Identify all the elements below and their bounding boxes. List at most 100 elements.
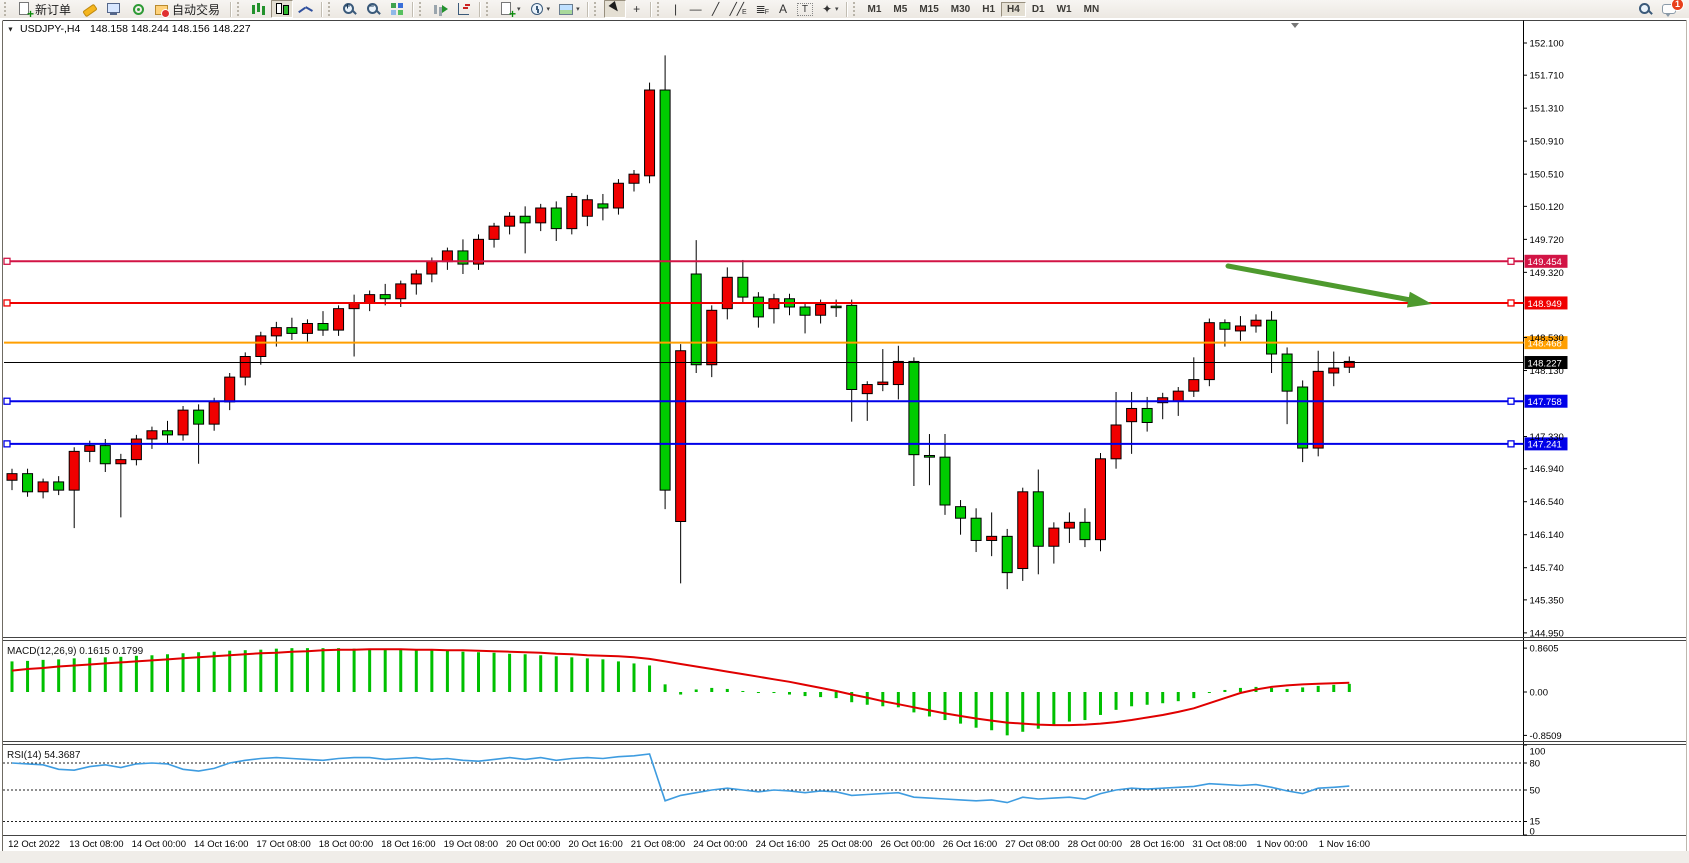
macd-indicator-panel[interactable] xyxy=(10,648,1351,736)
svg-text:14 Oct 00:00: 14 Oct 00:00 xyxy=(132,839,186,850)
chevron-down-icon[interactable]: ▾ xyxy=(546,6,551,13)
chart-shift-marker-icon[interactable] xyxy=(1291,23,1299,28)
horizontal-level-lines[interactable]: 149.454 148.949 148.468 148.227 147.758 147.2… xyxy=(3,254,1568,451)
timeframe-w1-button[interactable]: W1 xyxy=(1056,3,1072,15)
chart-window[interactable]: 149.454 148.949 148.468 148.227 147.758 147.2… xyxy=(0,18,1689,858)
equidistant-channel-button[interactable]: ╱╱ E xyxy=(727,0,750,18)
trendline-button[interactable]: ╱ xyxy=(707,0,725,18)
svg-text:148.468: 148.468 xyxy=(1528,338,1562,349)
timeframe-mn-button[interactable]: MN xyxy=(1083,3,1100,15)
orange-level-line[interactable]: 148.468 xyxy=(4,336,1568,349)
chevron-down-icon[interactable]: ▾ xyxy=(517,6,521,13)
svg-text:26 Oct 16:00: 26 Oct 16:00 xyxy=(943,839,997,850)
equidistant-channel-icon: ╱╱ xyxy=(729,2,745,16)
chart-title-symbol: USDJPY-,H4 xyxy=(20,23,80,35)
new-order-button[interactable]: 新订单 xyxy=(14,0,77,20)
toolbar-grip xyxy=(237,2,244,16)
auto-trading-label: 自动交易 xyxy=(172,2,221,17)
auto-scroll-button[interactable] xyxy=(429,0,451,18)
vertical-line-icon: | xyxy=(674,2,678,16)
chevron-down-icon[interactable]: ▾ xyxy=(576,6,580,13)
notifications-button[interactable]: 1 xyxy=(1658,0,1684,18)
svg-text:0.00: 0.00 xyxy=(1530,688,1549,699)
crosshair-icon: + xyxy=(633,2,641,16)
ohlc-toggle-icon[interactable]: ▼ xyxy=(7,27,14,34)
support-line-2[interactable]: 147.241 xyxy=(3,437,1568,451)
signals-button[interactable] xyxy=(127,0,149,18)
tile-windows-button[interactable] xyxy=(386,0,408,18)
monitor-icon xyxy=(106,1,122,17)
svg-text:19 Oct 08:00: 19 Oct 08:00 xyxy=(444,839,498,850)
fibonacci-icon: ≣ xyxy=(755,2,766,16)
line-chart-button[interactable] xyxy=(295,0,317,18)
macd-label: MACD(12,26,9) 0.1615 0.1799 xyxy=(7,646,144,657)
chart-shift-button[interactable] xyxy=(453,0,475,18)
toolbar-separator xyxy=(321,1,324,17)
toolbar-grip xyxy=(4,2,11,16)
zoom-in-button[interactable]: + xyxy=(338,0,360,18)
vertical-line-button[interactable]: | xyxy=(667,0,685,18)
rsi-indicator-panel[interactable] xyxy=(3,753,1524,822)
resistance-line-1[interactable]: 149.454 xyxy=(3,254,1568,268)
lens-icon: + xyxy=(341,1,357,17)
candlestick-chart-button[interactable] xyxy=(271,0,294,18)
chevron-down-icon[interactable]: ▾ xyxy=(834,6,839,13)
trend-arrow-annotation[interactable] xyxy=(1225,263,1432,308)
zoom-out-button[interactable]: − xyxy=(362,0,384,18)
arrows-button[interactable]: ✦ ▾ xyxy=(818,0,842,18)
svg-text:0.8605: 0.8605 xyxy=(1530,644,1559,655)
text-icon: A xyxy=(778,2,787,16)
timeframe-h1-button[interactable]: H1 xyxy=(982,3,996,15)
svg-text:50: 50 xyxy=(1530,786,1541,797)
chart-canvas[interactable]: 149.454 148.949 148.468 148.227 147.758 147.2… xyxy=(0,18,1689,858)
timeframe-m5-button[interactable]: M5 xyxy=(893,3,908,15)
search-button[interactable] xyxy=(1634,0,1656,18)
doc-plus-icon xyxy=(499,1,516,20)
auto-trading-button[interactable]: 自动交易 xyxy=(151,0,226,18)
toolbar-right-group: 1 xyxy=(1633,0,1684,18)
bar-chart-button[interactable] xyxy=(247,0,269,18)
timeframe-m1-button[interactable]: M1 xyxy=(867,3,882,15)
cursor-button[interactable] xyxy=(603,0,626,18)
svg-text:12 Oct 2022: 12 Oct 2022 xyxy=(8,839,60,850)
svg-text:146.140: 146.140 xyxy=(1530,530,1564,541)
svg-text:0: 0 xyxy=(1530,827,1535,838)
lens-icon xyxy=(1637,1,1653,17)
svg-text:28 Oct 16:00: 28 Oct 16:00 xyxy=(1130,839,1184,850)
text-label-button[interactable]: T xyxy=(794,0,816,18)
eraser-button[interactable] xyxy=(79,0,101,18)
timeframe-m30-button[interactable]: M30 xyxy=(950,3,971,15)
svg-text:145.740: 145.740 xyxy=(1530,563,1564,574)
price-and-time-axes: 152.100 151.710 151.310 150.910 150.510 150.1… xyxy=(8,39,1564,851)
indicators-button[interactable]: ▾ xyxy=(496,0,524,20)
support-line-1[interactable]: 147.758 xyxy=(3,394,1568,408)
trendline-icon: ╱ xyxy=(711,2,720,16)
clock-icon xyxy=(529,1,545,17)
svg-text:147.330: 147.330 xyxy=(1530,432,1564,443)
svg-text:17 Oct 08:00: 17 Oct 08:00 xyxy=(256,839,310,850)
periods-button[interactable]: ▾ xyxy=(526,0,554,18)
templates-button[interactable]: ▾ xyxy=(555,0,583,18)
text-label-icon: T xyxy=(796,2,813,16)
fibonacci-button[interactable]: ≣ F xyxy=(752,0,772,18)
toolbar-grip xyxy=(486,2,493,16)
text-button[interactable]: A xyxy=(774,0,792,18)
open-chart-button[interactable] xyxy=(103,0,125,18)
timeframe-m15-button[interactable]: M15 xyxy=(919,3,939,15)
svg-text:31 Oct 08:00: 31 Oct 08:00 xyxy=(1192,839,1246,850)
timeframe-d1-button[interactable]: D1 xyxy=(1031,3,1045,15)
timeframe-h4-button[interactable]: H4 xyxy=(1001,1,1026,17)
current-price-line[interactable]: 148.227 xyxy=(4,356,1568,369)
horizontal-line-button[interactable]: — xyxy=(687,0,705,18)
svg-text:148.227: 148.227 xyxy=(1528,358,1562,369)
svg-text:151.310: 151.310 xyxy=(1530,104,1564,115)
resistance-line-2[interactable]: 148.949 xyxy=(3,296,1568,310)
toolbar-separator xyxy=(412,1,415,17)
fibonacci-sub-letter: F xyxy=(764,8,769,16)
crosshair-button[interactable]: + xyxy=(628,0,646,18)
chart-background xyxy=(0,18,1689,858)
cursor-icon xyxy=(607,1,623,17)
main-toolbar: 新订单自动交易+−▾▾▾+|—╱╱╱E≣FAT✦▾M1M5M15M30H1H4D… xyxy=(0,0,1689,20)
svg-text:-0.8509: -0.8509 xyxy=(1530,731,1562,742)
svg-text:20 Oct 00:00: 20 Oct 00:00 xyxy=(506,839,560,850)
